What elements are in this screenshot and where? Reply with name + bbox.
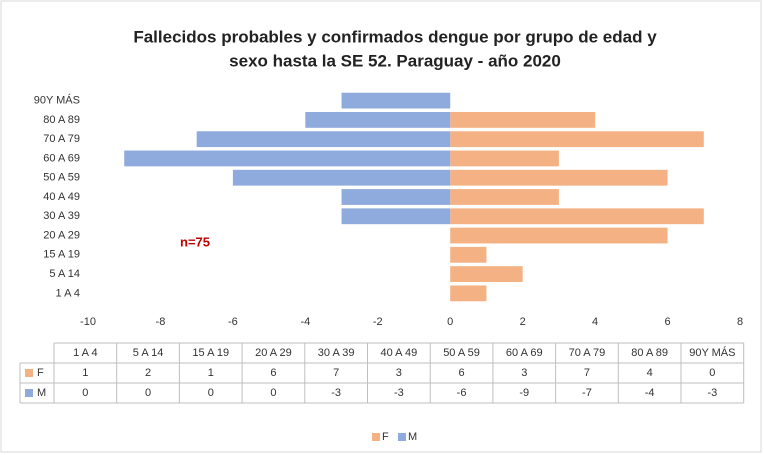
table-cell: 0 [270,387,276,399]
bar [450,150,559,167]
table-cell: 6 [270,367,276,379]
table-cell: 4 [647,367,653,379]
x-tick-label: -8 [156,316,166,328]
table-header: 90Y MÁS [689,346,735,359]
table-series-label: F [37,367,44,379]
bar [450,189,559,205]
table-header: 5 A 14 [133,347,164,359]
bar [450,112,596,128]
bar [341,208,451,225]
table-header: 50 A 59 [443,347,480,359]
table-cell: 0 [709,367,715,379]
table-cell: -3 [707,387,717,399]
y-tick-label: 70 A 79 [43,133,80,145]
table-cell: 0 [82,387,88,399]
chart-title: sexo hasta la SE 52. Paraguay - año 2020 [229,51,561,70]
table-cell: 3 [396,367,402,379]
y-tick-label: 15 A 19 [43,249,80,261]
x-tick-label: -4 [300,316,310,328]
legend-swatch [372,433,380,441]
table-header: 20 A 29 [255,347,292,359]
table-cell: -4 [645,387,655,399]
bar [450,246,487,263]
bar [124,150,451,167]
table-header: 30 A 39 [318,347,355,359]
table-cell: -7 [582,387,592,399]
table-cell: 1 [82,367,88,379]
bar [450,169,668,186]
legend-label: M [408,431,417,443]
table-header: 70 A 79 [569,347,606,359]
legend-swatch [398,433,406,441]
bar [196,131,451,148]
table-cell: -6 [457,387,467,399]
table-series-label: M [37,387,46,399]
x-tick-label: -2 [373,316,383,328]
y-tick-label: 20 A 29 [43,229,80,241]
y-tick-label: 40 A 49 [43,191,80,203]
y-tick-label: 30 A 39 [43,210,80,222]
table-cell: 0 [145,387,151,399]
x-tick-label: 4 [592,316,598,328]
legend-swatch [25,369,33,377]
table-cell: 2 [145,367,151,379]
table-cell: -9 [519,387,529,399]
bar [450,227,668,244]
x-tick-label: -10 [80,316,96,328]
y-tick-label: 1 A 4 [56,287,80,299]
table-header: 60 A 69 [506,347,543,359]
bar [305,112,451,128]
chart-title: Fallecidos probables y confirmados dengu… [133,27,657,46]
y-tick-label: 60 A 69 [43,152,80,164]
table-cell: 7 [333,367,339,379]
legend-swatch [25,389,33,397]
x-tick-label: -6 [228,316,238,328]
table-header: 40 A 49 [380,347,417,359]
bar [232,169,451,186]
table-cell: -3 [394,387,404,399]
table-header: 15 A 19 [192,347,229,359]
annotation: n=75 [180,234,210,249]
table-header: 80 A 89 [631,347,668,359]
bar [450,131,704,148]
y-tick-label: 80 A 89 [43,114,80,126]
x-tick-label: 8 [737,316,743,328]
bar [341,92,451,109]
x-tick-label: 0 [447,316,453,328]
bar [341,189,451,205]
table-cell: 6 [458,367,464,379]
y-tick-label: 50 A 59 [43,172,80,184]
x-tick-label: 2 [520,316,526,328]
table-cell: -3 [331,387,341,399]
table-cell: 3 [521,367,527,379]
bar [450,266,523,282]
table-cell: 0 [208,387,214,399]
y-tick-label: 90Y MÁS [34,94,80,107]
table-cell: 7 [584,367,590,379]
bar [450,285,487,302]
bar [450,208,704,225]
y-tick-label: 5 A 14 [49,268,80,280]
legend-label: F [382,431,389,443]
x-tick-label: 6 [664,316,670,328]
table-cell: 1 [208,367,214,379]
table-header: 1 A 4 [73,347,97,359]
